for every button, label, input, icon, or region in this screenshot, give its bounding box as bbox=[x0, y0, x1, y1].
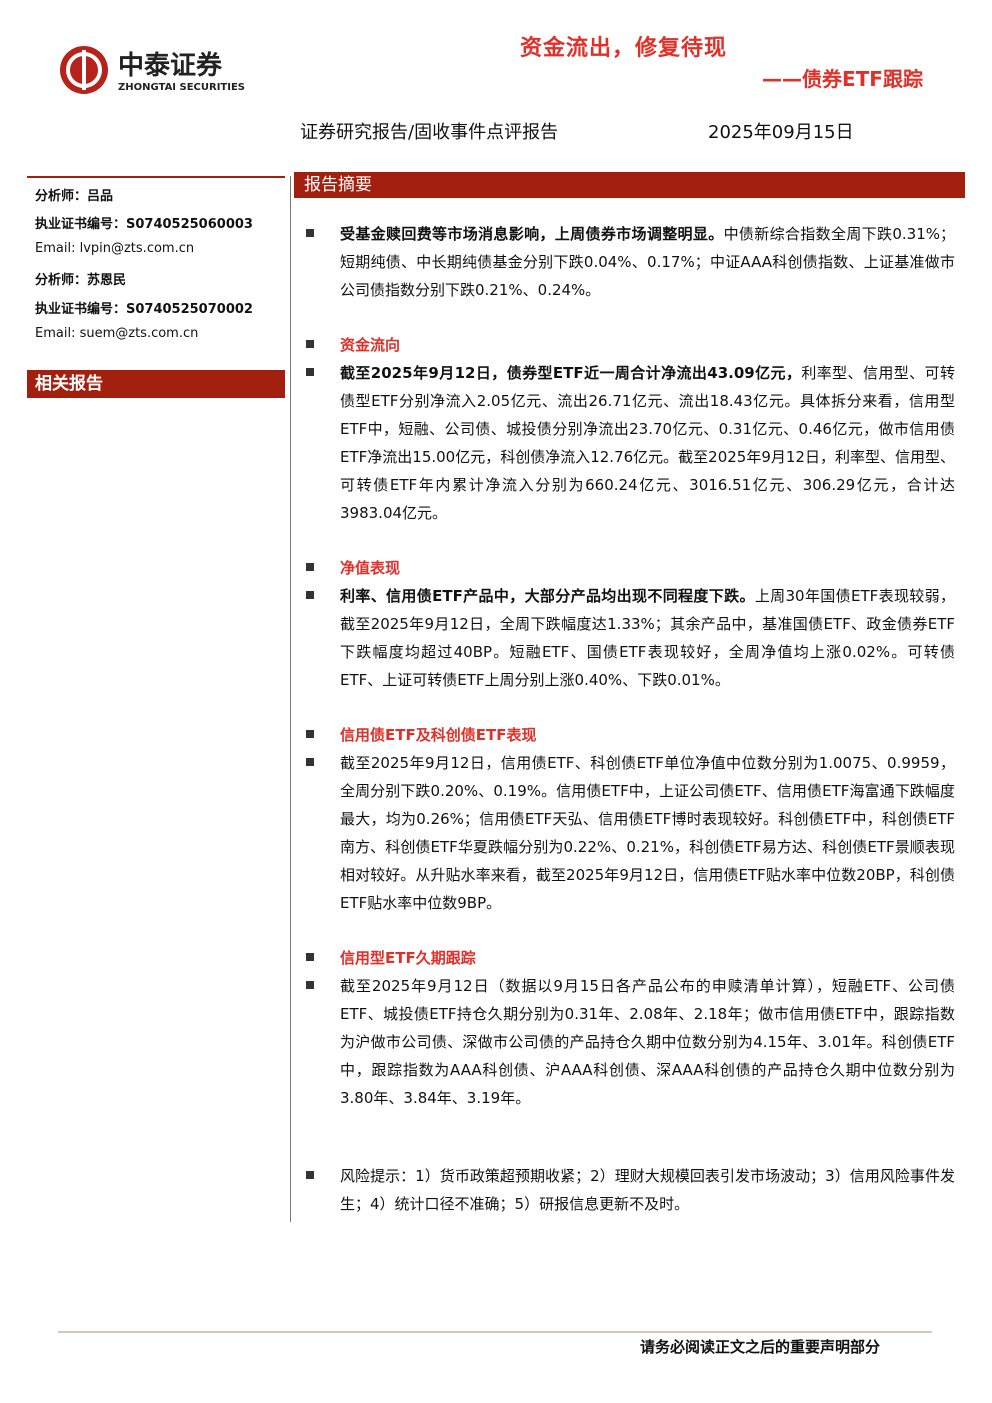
license: 执业证书编号：S0740525060003 bbox=[35, 217, 253, 232]
bullet bbox=[306, 229, 314, 237]
text: 利率型、信用型、可转债型ETF分别净流入2.05亿元、流出26.71亿元、流出1… bbox=[340, 364, 955, 522]
logo: 中泰证券 ZHONGTAI SECURITIES bbox=[60, 46, 245, 94]
paragraph: 受基金赎回费等市场消息影响，上周债券市场调整明显。中债新综合指数全周下跌0.31… bbox=[340, 220, 955, 304]
report-subtitle: ——债券ETF跟踪 bbox=[762, 67, 923, 91]
divider bbox=[27, 176, 285, 178]
section-heading: 资金流向 bbox=[340, 336, 401, 354]
analyst: 分析师：苏恩民 bbox=[35, 273, 127, 288]
paragraph: 利率、信用债ETF产品中，大部分产品均出现不同程度下跌。上周30年国债ETF表现… bbox=[340, 582, 955, 694]
footer-line bbox=[58, 1331, 932, 1333]
section-heading: 净值表现 bbox=[340, 559, 401, 577]
bold-lead: 利率、信用债ETF产品中，大部分产品均出现不同程度下跌。 bbox=[340, 587, 755, 605]
summary-title: 报告摘要 bbox=[294, 172, 965, 198]
bullet bbox=[306, 1171, 314, 1179]
section-heading: 信用型ETF久期跟踪 bbox=[340, 949, 476, 967]
email: Email: lvpin@zts.com.cn bbox=[35, 241, 195, 256]
paragraph: 截至2025年9月12日，债券型ETF近一周合计净流出43.09亿元，利率型、信… bbox=[340, 359, 955, 527]
bullet bbox=[306, 368, 314, 376]
email: Email: suem@zts.com.cn bbox=[35, 326, 199, 341]
related-title: 相关报告 bbox=[27, 370, 285, 398]
paragraph: 截至2025年9月12日（数据以9月15日各产品公布的申赎清单计算），短融ETF… bbox=[340, 977, 955, 1107]
bullet bbox=[306, 591, 314, 599]
bold-lead: 受基金赎回费等市场消息影响，上周债券市场调整明显。 bbox=[340, 225, 724, 243]
logo-cn: 中泰证券 bbox=[118, 51, 223, 81]
bold-lead: 截至2025年9月12日，债券型ETF近一周合计净流出43.09亿元， bbox=[340, 364, 802, 382]
bullet bbox=[306, 953, 314, 961]
logo-en: ZHONGTAI SECURITIES bbox=[118, 82, 245, 93]
bullet bbox=[306, 340, 314, 348]
bullet bbox=[306, 730, 314, 738]
risk-note: 风险提示：1）货币政策超预期收紧；2）理财大规模回表引发市场波动；3）信用风险事… bbox=[340, 1167, 955, 1213]
report-date: 2025年09月15日 bbox=[708, 122, 854, 143]
paragraph: 截至2025年9月12日，信用债ETF、科创债ETF单位净值中位数分别为1.00… bbox=[340, 754, 955, 912]
text: 上周30年国债ETF表现较弱，截至2025年9月12日，全周下跌幅度达1.33%… bbox=[340, 587, 956, 689]
bullet bbox=[306, 981, 314, 989]
analyst: 分析师：吕品 bbox=[35, 189, 114, 204]
text: 中债新综合指数全周下跌0.31%；短期纯债、中长期纯债基金分别下跌0.04%、0… bbox=[340, 225, 955, 299]
report-title: 资金流出，修复待现 bbox=[520, 36, 728, 61]
bullet bbox=[306, 758, 314, 766]
section-heading: 信用债ETF及科创债ETF表现 bbox=[340, 726, 537, 744]
bullet bbox=[306, 563, 314, 571]
disclaimer: 请务必阅读正文之后的重要声明部分 bbox=[640, 1338, 881, 1356]
divider bbox=[290, 176, 291, 1222]
report-type: 证券研究报告/固收事件点评报告 bbox=[300, 122, 559, 143]
license: 执业证书编号：S0740525070002 bbox=[35, 302, 253, 317]
